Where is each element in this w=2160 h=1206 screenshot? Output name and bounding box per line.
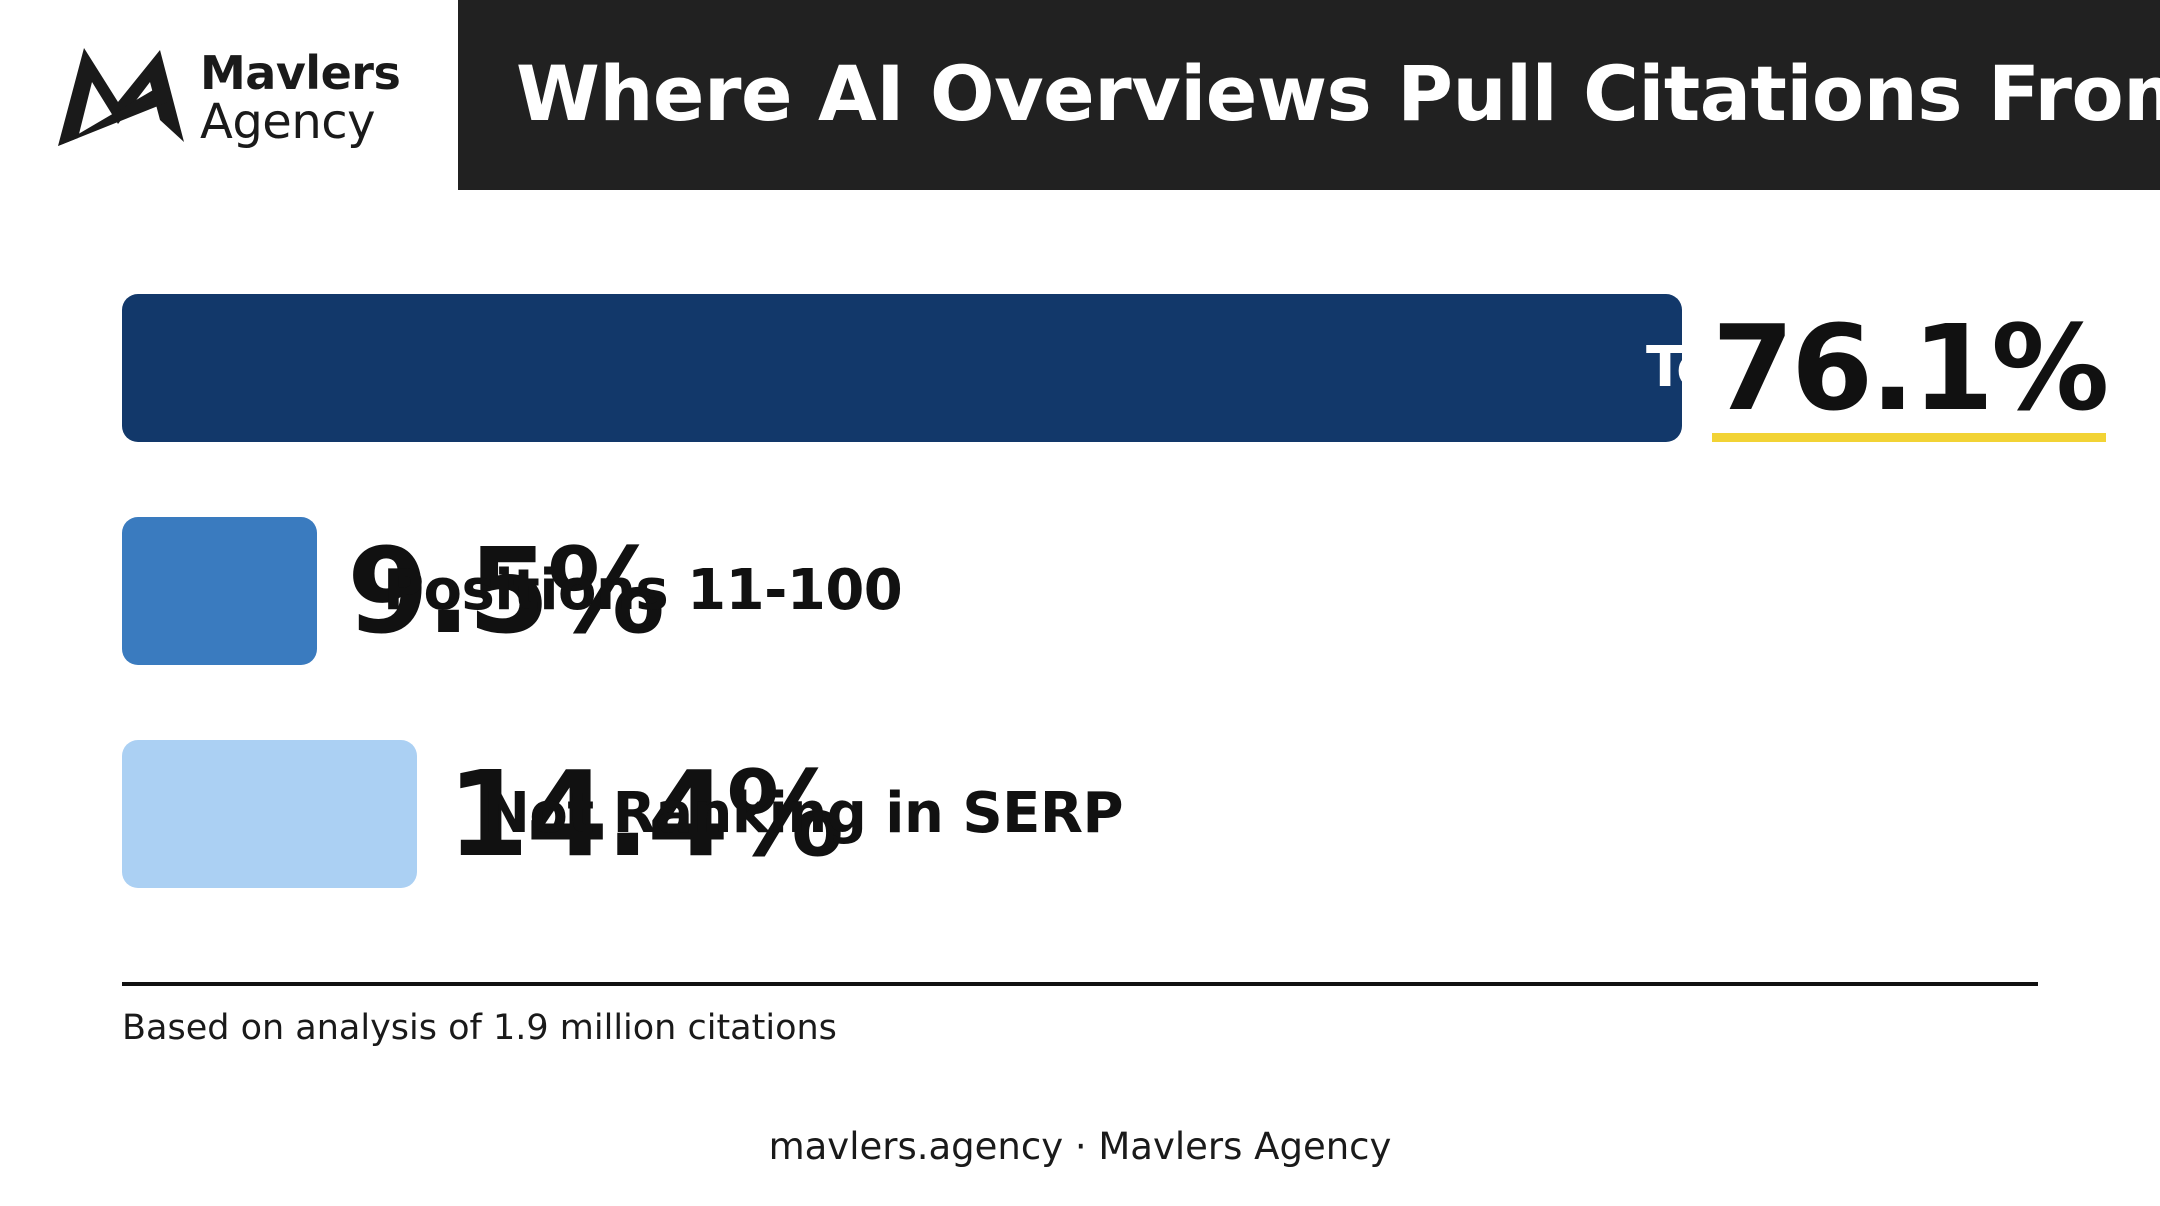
bar-not-ranking [122,740,417,888]
source-note: Based on analysis of 1.9 million citatio… [122,1008,837,1048]
value-label-not-ranking: 14.4% [447,745,844,883]
category-label-top-10-rankings: Top 10 Rankings [1646,335,2156,400]
footer-credit: mavlers.agency · Mavlers Agency [768,1125,1392,1168]
brand-logo: Mavlers Agency [0,0,458,190]
brand-name-line1: Mavlers [200,46,401,100]
brand-name: Mavlers Agency [200,46,401,150]
category-label-positions-11-100: Positions 11-100 [383,558,903,623]
bar-top-10-rankings [122,294,1682,442]
divider [122,982,2038,986]
brand-name-line2: Agency [200,94,376,150]
value-label-top-10-rankings: 76.1% [1712,294,2109,442]
mavlers-logo-mark-icon [58,48,184,146]
header-bar: Where AI Overviews Pull Citations From [458,0,2160,190]
page-title: Where AI Overviews Pull Citations From [516,49,2160,138]
citation-sources-chart: Top 10 Rankings 76.1% 9.5% Positions 11-100… [0,190,2160,1010]
category-label-not-ranking: Not Ranking in SERP [483,781,1124,846]
value-label-positions-11-100: 9.5% [347,522,665,660]
bar-positions-11-100 [122,517,317,665]
